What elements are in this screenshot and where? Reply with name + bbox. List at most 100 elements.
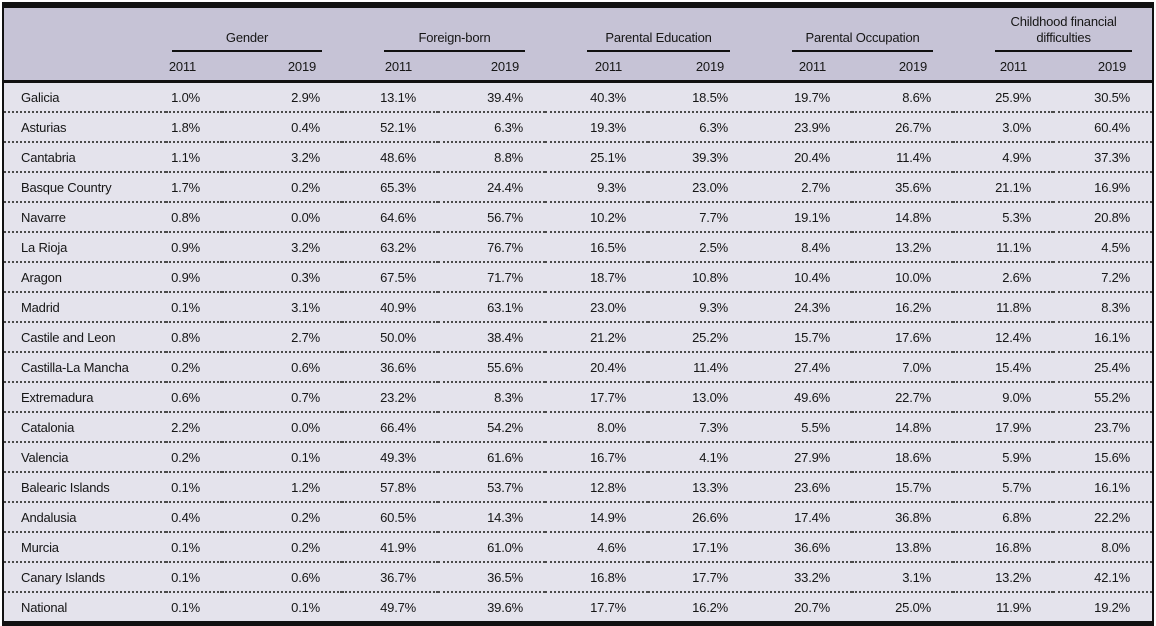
value-cell: 16.1% [1053, 321, 1153, 352]
value-cell: 17.7% [545, 591, 649, 621]
value-cell: 57.8% [342, 471, 439, 502]
value-cell: 0.8% [166, 201, 222, 232]
value-cell: 17.7% [648, 561, 751, 592]
value-cell: 15.7% [852, 471, 954, 502]
value-cell: 20.4% [545, 351, 649, 382]
region-column-header [4, 8, 166, 83]
region-name: Cantabria [4, 141, 166, 172]
year-header-foreign-born-2011: 2011 [342, 52, 439, 83]
value-cell: 23.0% [545, 291, 649, 322]
value-cell: 33.2% [750, 561, 853, 592]
region-name: Basque Country [4, 171, 166, 202]
table-row: Valencia 0.2% 0.1% 49.3% 61.6% 16.7% 4.1% 27.9%… [4, 441, 1153, 472]
value-cell: 4.9% [953, 141, 1054, 172]
value-cell: 0.4% [222, 111, 343, 142]
value-cell: 21.1% [953, 171, 1054, 202]
group-header-foreign-born: Foreign-born [384, 30, 526, 52]
region-name: Extremadura [4, 381, 166, 412]
value-cell: 8.0% [1053, 531, 1153, 562]
value-cell: 23.7% [1053, 411, 1153, 442]
value-cell: 13.0% [648, 381, 751, 412]
value-cell: 2.6% [953, 261, 1054, 292]
value-cell: 8.0% [545, 411, 649, 442]
value-cell: 8.3% [438, 381, 546, 412]
value-cell: 10.8% [648, 261, 751, 292]
region-name: La Rioja [4, 231, 166, 262]
value-cell: 0.8% [166, 321, 222, 352]
value-cell: 7.7% [648, 201, 751, 232]
value-cell: 0.6% [166, 381, 222, 412]
table-row: Catalonia 2.2% 0.0% 66.4% 54.2% 8.0% 7.3% 5.5% 1… [4, 411, 1153, 442]
value-cell: 35.6% [852, 171, 954, 202]
value-cell: 14.8% [852, 201, 954, 232]
value-cell: 5.7% [953, 471, 1054, 502]
value-cell: 12.8% [545, 471, 649, 502]
value-cell: 2.7% [222, 321, 343, 352]
value-cell: 11.1% [953, 231, 1054, 262]
value-cell: 19.1% [750, 201, 853, 232]
value-cell: 16.5% [545, 231, 649, 262]
value-cell: 3.1% [852, 561, 954, 592]
value-cell: 12.4% [953, 321, 1054, 352]
table-row: Asturias 1.8% 0.4% 52.1% 6.3% 19.3% 6.3% 23.9% 2… [4, 111, 1153, 142]
table-row: Galicia 1.0% 2.9% 13.1% 39.4% 40.3% 18.5% 19.7%… [4, 81, 1153, 112]
value-cell: 0.9% [166, 261, 222, 292]
value-cell: 19.2% [1053, 591, 1153, 621]
value-cell: 18.6% [852, 441, 954, 472]
value-cell: 4.1% [648, 441, 751, 472]
value-cell: 71.7% [438, 261, 546, 292]
value-cell: 2.2% [166, 411, 222, 442]
value-cell: 61.6% [438, 441, 546, 472]
value-cell: 15.7% [750, 321, 853, 352]
group-header-parental-education: Parental Education [587, 30, 731, 52]
value-cell: 0.2% [222, 501, 343, 532]
year-header-gender-2019: 2019 [222, 52, 343, 83]
value-cell: 11.9% [953, 591, 1054, 621]
value-cell: 36.8% [852, 501, 954, 532]
value-cell: 17.7% [545, 381, 649, 412]
table-row: Murcia 0.1% 0.2% 41.9% 61.0% 4.6% 17.1% 36.6% 13… [4, 531, 1153, 562]
value-cell: 9.3% [545, 171, 649, 202]
table-row: La Rioja 0.9% 3.2% 63.2% 76.7% 16.5% 2.5% 8.4% 1… [4, 231, 1153, 262]
value-cell: 25.4% [1053, 351, 1153, 382]
region-name: Murcia [4, 531, 166, 562]
value-cell: 16.2% [852, 291, 954, 322]
value-cell: 42.1% [1053, 561, 1153, 592]
year-header-foreign-born-2019: 2019 [438, 52, 546, 83]
value-cell: 40.9% [342, 291, 439, 322]
table-row: Canary Islands 0.1% 0.6% 36.7% 36.5% 16.8% 17.… [4, 561, 1153, 592]
value-cell: 63.2% [342, 231, 439, 262]
value-cell: 17.9% [953, 411, 1054, 442]
value-cell: 13.8% [852, 531, 954, 562]
value-cell: 13.3% [648, 471, 751, 502]
region-name: Navarre [4, 201, 166, 232]
value-cell: 52.1% [342, 111, 439, 142]
value-cell: 65.3% [342, 171, 439, 202]
value-cell: 24.3% [750, 291, 853, 322]
value-cell: 1.1% [166, 141, 222, 172]
value-cell: 10.4% [750, 261, 853, 292]
value-cell: 18.7% [545, 261, 649, 292]
value-cell: 26.7% [852, 111, 954, 142]
value-cell: 1.7% [166, 171, 222, 202]
year-header-gender-2011: 2011 [166, 52, 222, 83]
value-cell: 66.4% [342, 411, 439, 442]
value-cell: 50.0% [342, 321, 439, 352]
table-row: Castilla-La Mancha 0.2% 0.6% 36.6% 55.6% 20.4… [4, 351, 1153, 382]
value-cell: 55.6% [438, 351, 546, 382]
region-name: Castilla-La Mancha [4, 351, 166, 382]
value-cell: 6.3% [648, 111, 751, 142]
value-cell: 0.1% [166, 561, 222, 592]
value-cell: 36.5% [438, 561, 546, 592]
value-cell: 6.3% [438, 111, 546, 142]
value-cell: 16.1% [1053, 471, 1153, 502]
table-row: Castile and Leon 0.8% 2.7% 50.0% 38.4% 21.2% 2… [4, 321, 1153, 352]
value-cell: 0.4% [166, 501, 222, 532]
region-name: Catalonia [4, 411, 166, 442]
value-cell: 55.2% [1053, 381, 1153, 412]
value-cell: 36.7% [342, 561, 439, 592]
region-name: Aragon [4, 261, 166, 292]
table-row: Aragon 0.9% 0.3% 67.5% 71.7% 18.7% 10.8% 10.4% 1… [4, 261, 1153, 292]
value-cell: 4.5% [1053, 231, 1153, 262]
value-cell: 25.1% [545, 141, 649, 172]
